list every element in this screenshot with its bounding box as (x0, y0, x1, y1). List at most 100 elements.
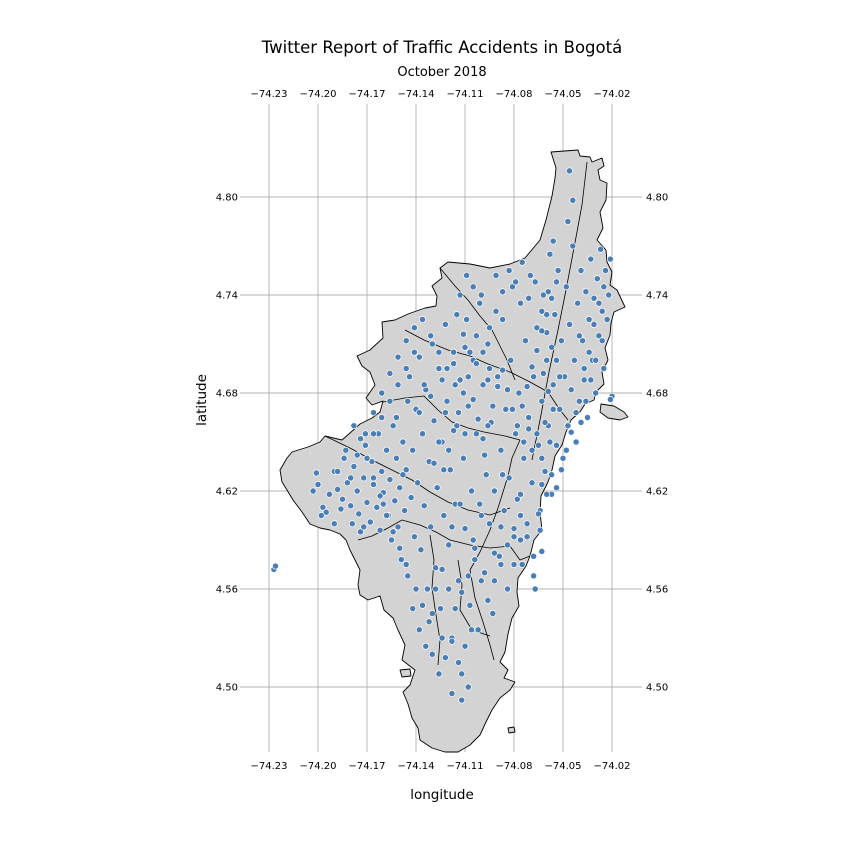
accident-point (407, 494, 415, 501)
boundary-usme (429, 534, 441, 666)
y-tick-label-left-2: 4.68 (216, 389, 238, 400)
accident-point (394, 523, 402, 531)
accident-point (603, 316, 611, 323)
accident-point (340, 454, 348, 462)
accident-point (528, 479, 536, 487)
boundary-usaquen (531, 161, 588, 461)
accident-point (518, 258, 526, 266)
accident-point (360, 523, 368, 531)
accident-point (357, 435, 364, 443)
accident-point (585, 348, 593, 356)
accident-point (590, 294, 598, 302)
accident-point (504, 541, 511, 549)
accident-point (582, 397, 590, 405)
accident-point (474, 626, 482, 634)
accident-point (525, 414, 533, 421)
accident-point (409, 605, 417, 613)
accident-point (427, 523, 435, 531)
accident-point (539, 291, 547, 299)
accident-point (472, 360, 480, 368)
accident-point (504, 386, 511, 394)
accident-point (309, 487, 317, 495)
accident-point (492, 307, 500, 315)
accident-point (592, 356, 600, 364)
accident-point (468, 626, 475, 634)
accident-point (376, 492, 384, 500)
x-tick-label-bottom-2: −74.17 (348, 761, 385, 772)
accident-point (343, 479, 351, 487)
accident-point (564, 218, 572, 225)
accident-point (553, 356, 560, 364)
accident-point (399, 471, 407, 479)
accident-point (502, 405, 510, 413)
accident-point (541, 418, 549, 426)
accident-point (474, 415, 482, 423)
accident-point (450, 360, 458, 368)
accident-point (441, 409, 449, 417)
accident-point (399, 438, 407, 446)
accident-point (423, 585, 431, 593)
accident-point (394, 353, 402, 361)
accident-point (319, 503, 327, 511)
accident-point (582, 288, 590, 296)
accident-point (347, 502, 355, 510)
y-tick-label-left-4: 4.56 (216, 585, 238, 596)
accident-point (500, 507, 508, 515)
accident-point (376, 526, 384, 534)
accident-point (575, 332, 583, 340)
accident-point (456, 291, 464, 299)
accident-point (396, 544, 404, 552)
accident-point (548, 294, 556, 302)
accident-point (523, 533, 531, 541)
y-tick-label-left-3: 4.62 (216, 487, 238, 498)
accident-point (606, 255, 614, 263)
x-axis-label: longitude (410, 787, 474, 803)
accident-point (510, 525, 518, 533)
accident-point (464, 572, 472, 580)
accident-point (530, 572, 538, 580)
accident-point (339, 495, 346, 503)
accident-point (435, 365, 443, 372)
accident-point (419, 430, 426, 438)
accident-point (600, 283, 608, 291)
accident-point (538, 397, 546, 405)
y-tick-label-right-1: 4.74 (646, 291, 668, 302)
accident-point (370, 481, 377, 488)
accident-point (334, 467, 342, 475)
accident-point (464, 683, 472, 691)
accident-point (580, 365, 588, 372)
accident-point (361, 441, 369, 449)
accident-point (517, 536, 524, 544)
accident-point (486, 365, 493, 372)
y-tick-label-right-3: 4.62 (646, 487, 668, 498)
accident-point (497, 523, 505, 531)
accident-point (357, 528, 364, 536)
accident-point (438, 376, 446, 384)
accident-point (348, 520, 356, 528)
accident-point (499, 366, 507, 374)
accident-point (453, 311, 461, 319)
accident-point (528, 363, 536, 371)
accident-point (337, 505, 345, 513)
accident-point (520, 438, 528, 446)
accident-point (525, 294, 533, 302)
accident-point (539, 369, 547, 377)
accident-point (490, 487, 498, 495)
accident-point (419, 316, 426, 323)
accident-point (481, 569, 489, 577)
accident-point (391, 497, 399, 505)
accident-point (499, 316, 507, 323)
accident-point (402, 561, 410, 568)
accident-point (438, 565, 446, 573)
boundary-teusaquillo (469, 439, 521, 571)
accident-point (373, 503, 381, 511)
accident-point (466, 348, 474, 356)
boundary-kennedy (324, 435, 511, 516)
accident-point (564, 422, 572, 430)
accident-point (430, 417, 438, 425)
accident-point (548, 343, 556, 351)
accident-point (455, 577, 462, 585)
accident-point (598, 307, 606, 315)
island-south (507, 726, 516, 734)
y-tick-label-left-1: 4.74 (216, 291, 238, 302)
